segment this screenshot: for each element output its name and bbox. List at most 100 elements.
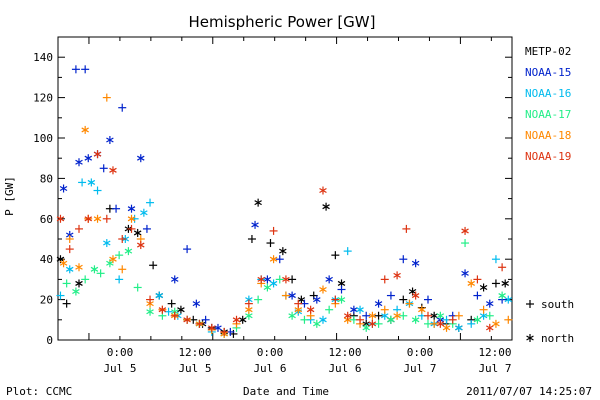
data-point-north (183, 315, 191, 324)
data-point-south (300, 315, 309, 324)
x-axis-label: Date and Time (243, 385, 329, 398)
data-point-south (266, 239, 275, 248)
data-point-south (127, 224, 136, 233)
data-point-south (399, 295, 408, 304)
legend-item: NOAA-18 (525, 129, 571, 142)
y-tick-label: 80 (40, 172, 53, 185)
series-metp-02 (56, 198, 509, 338)
data-point-north (137, 154, 145, 163)
data-point-south (96, 269, 105, 278)
data-point-north (90, 265, 99, 274)
chart-title: Hemispheric Power [GW] (189, 13, 376, 31)
data-point-south (479, 305, 488, 314)
data-point-north (263, 283, 272, 292)
data-point-south (167, 299, 176, 308)
data-point-south (386, 291, 395, 300)
data-point-north (485, 299, 494, 308)
y-axis-label: P [GW] (3, 176, 16, 216)
data-point-south (374, 319, 383, 328)
data-point-south (112, 204, 121, 213)
series-noaa-18 (59, 93, 513, 338)
data-point-south (56, 291, 65, 300)
data-point-south (467, 319, 476, 328)
data-point-south (325, 305, 334, 314)
data-point-north (263, 275, 272, 284)
data-point-north (362, 323, 370, 332)
x-tick-label-date: Jul 7 (478, 362, 511, 375)
data-point-north (269, 255, 278, 264)
data-point-south (485, 311, 494, 320)
data-point-south (423, 311, 432, 320)
data-point-south (81, 275, 90, 284)
data-point-north (137, 241, 145, 250)
series-noaa-16 (56, 178, 513, 336)
data-point-north (251, 220, 259, 229)
data-point-south (195, 319, 204, 328)
data-point-south (75, 224, 84, 233)
data-point-north (337, 295, 346, 304)
data-point-south (149, 261, 158, 270)
data-point-north (56, 214, 65, 223)
data-point-south (288, 275, 297, 284)
x-tick-label-time: 0:00 (257, 346, 284, 359)
data-point-north (356, 305, 364, 314)
data-point-north (343, 311, 352, 320)
data-point-south (269, 226, 278, 235)
data-point-south (133, 283, 142, 292)
data-point-south (78, 178, 87, 187)
data-point-north (485, 323, 494, 332)
data-point-north (75, 279, 83, 288)
data-point-south (473, 275, 482, 284)
data-point-north (393, 311, 401, 320)
data-point-south (343, 247, 352, 256)
x-tick-label-time: 0:00 (407, 346, 434, 359)
data-point-south (380, 305, 389, 314)
data-point-north (455, 323, 463, 332)
data-point-south (275, 255, 284, 264)
data-point-north (319, 186, 327, 195)
data-point-north (461, 226, 469, 235)
timestamp: 2011/07/07 14:25:07 (466, 385, 592, 398)
symbol-legend: south north (526, 298, 574, 345)
data-point-south (448, 315, 457, 324)
data-point-south (102, 214, 111, 223)
data-point-south (254, 295, 263, 304)
y-tick-label: 20 (40, 294, 53, 307)
data-point-north (319, 285, 327, 294)
data-point-north (411, 315, 420, 324)
data-point-south (118, 103, 127, 112)
data-point-north (232, 315, 241, 324)
data-point-north (208, 323, 216, 332)
x-tick-label-date: Jul 5 (178, 362, 211, 375)
data-point-north (146, 307, 154, 316)
y-tick-label: 140 (33, 51, 53, 64)
data-point-south (399, 255, 408, 264)
series-noaa-15 (59, 65, 507, 336)
data-point-south (399, 311, 408, 320)
data-point-north (306, 305, 315, 314)
data-point-south (81, 65, 90, 74)
data-point-north (59, 259, 68, 268)
data-point-north (81, 125, 89, 134)
data-point-north (479, 283, 488, 292)
data-point-north (127, 204, 136, 213)
plot-credit: Plot: CCMC (6, 385, 72, 398)
data-point-south (65, 235, 74, 243)
data-point-north (75, 158, 83, 167)
data-point-north (288, 311, 296, 320)
data-point-north (177, 305, 185, 314)
data-point-south (331, 295, 340, 304)
data-point-north (313, 319, 321, 328)
data-point-south (65, 245, 74, 254)
data-point-south (405, 299, 414, 308)
data-point-north (75, 263, 83, 272)
data-point-south (504, 315, 513, 324)
data-point-south (118, 265, 127, 274)
plot-frame (57, 36, 513, 341)
data-point-north (498, 291, 506, 300)
data-point-north (368, 319, 377, 328)
x-tick-label-time: 0:00 (107, 346, 134, 359)
legend-north-label: north (541, 332, 574, 345)
data-point-south (423, 295, 432, 304)
